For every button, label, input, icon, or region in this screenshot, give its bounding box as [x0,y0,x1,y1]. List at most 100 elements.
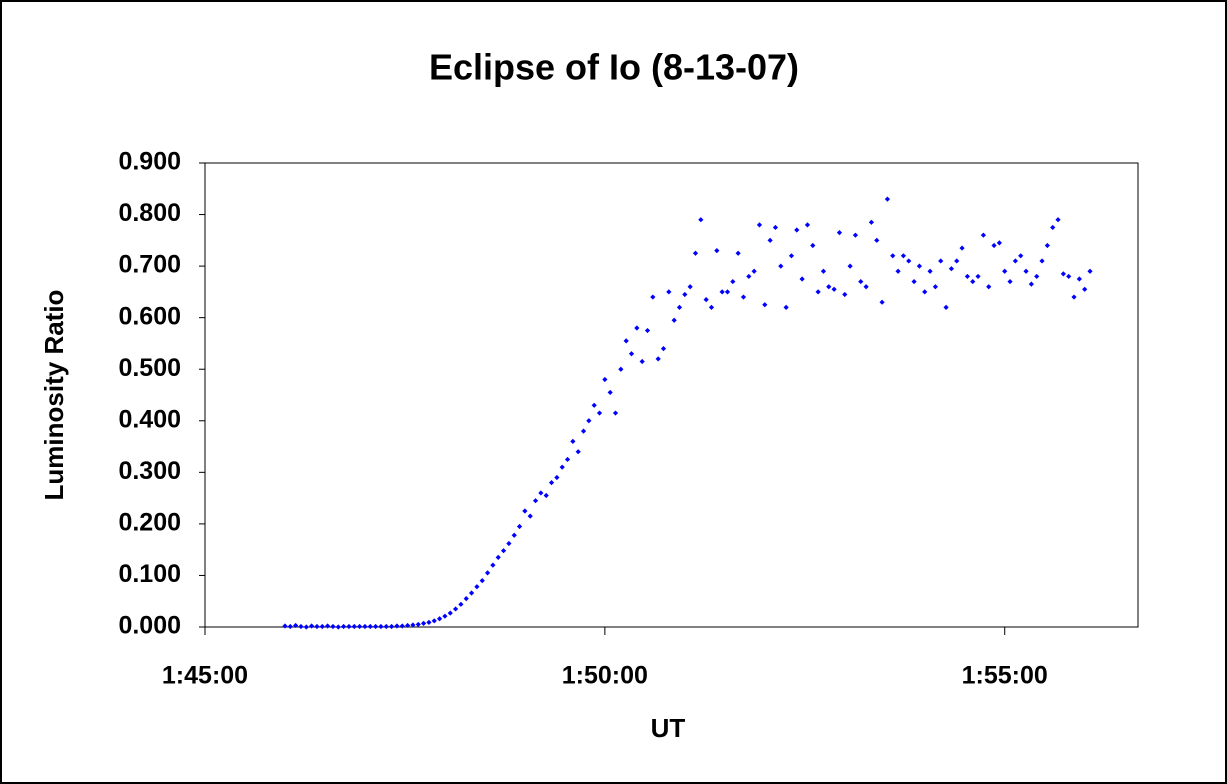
data-point [826,284,832,290]
x-tick-label: 1:50:00 [562,662,648,690]
data-point [436,616,443,622]
data-point [714,248,720,254]
data-point [751,268,757,274]
data-point [516,523,523,530]
data-point [1023,268,1029,274]
data-point [831,286,837,292]
data-point [452,606,459,612]
y-axis-label: Luminosity Ratio [39,290,69,501]
data-point [868,219,875,225]
data-point [458,601,464,607]
x-tick-label: 1:55:00 [962,662,1048,690]
data-point [1028,281,1034,287]
data-point [660,346,667,352]
data-point [964,273,970,280]
y-tick-label: 0.600 [118,302,181,330]
data-point [1034,273,1040,280]
data-point [378,623,384,630]
data-point [623,338,629,344]
data-point [954,258,960,264]
data-point [1071,294,1077,300]
data-point [506,540,512,547]
data-point [932,284,939,290]
data-point [618,366,624,372]
y-tick-label: 0.000 [118,612,181,640]
data-point [804,222,811,228]
data-point [970,278,976,285]
data-point [474,584,480,590]
data-point [943,304,949,310]
data-point [650,294,656,300]
data-point [314,623,320,630]
data-point [842,291,848,298]
data-point [410,622,416,628]
data-point [1055,217,1061,223]
data-point [394,623,400,629]
data-point [991,242,997,249]
data-point [463,596,469,602]
data-point [1076,276,1082,282]
data-point [532,498,539,504]
data-point [580,428,587,434]
data-point [357,623,363,630]
data-point [996,240,1002,246]
y-tick-label: 0.100 [118,560,181,588]
data-point [852,232,859,238]
data-point [1082,286,1088,292]
data-point [570,438,576,444]
data-point [948,266,954,272]
data-point [586,418,592,424]
data-point [399,623,405,629]
data-point [836,230,843,236]
data-point [522,508,528,514]
data-point [692,250,699,256]
data-point [788,253,795,259]
data-point [490,562,496,568]
data-point [319,623,325,630]
data-point [447,610,453,616]
y-tick-label: 0.700 [118,251,181,279]
y-tick-label: 0.300 [118,457,181,485]
data-point [810,242,816,249]
data-point [676,304,683,310]
data-point [1060,271,1066,277]
data-point [890,253,896,259]
data-point [426,619,432,625]
data-point [293,622,299,629]
data-point [548,480,555,486]
data-point [900,253,907,259]
data-point [698,217,704,223]
data-point [431,618,437,624]
data-point [442,613,448,619]
y-tick-label: 0.200 [118,508,181,536]
data-point [916,263,923,269]
y-tick-label: 0.800 [118,199,181,227]
data-point [575,449,581,455]
data-point [671,317,677,323]
data-point [415,621,421,628]
data-point [783,304,789,310]
data-point [591,402,597,408]
data-point [607,389,613,396]
data-point [820,268,827,274]
data-point [687,284,693,290]
data-point [373,623,379,630]
data-point [495,554,501,560]
data-point [906,258,912,264]
data-point [772,224,779,231]
data-point [879,299,885,305]
data-point [639,358,645,365]
data-point [602,376,608,383]
data-point [287,623,293,630]
data-point [756,222,763,228]
data-point [564,456,571,463]
data-point [500,548,507,554]
data-point [644,327,651,334]
data-point [303,624,309,630]
data-point [719,289,725,295]
data-point [927,268,933,274]
data-point [895,268,901,274]
data-point [335,624,341,630]
chart-title: Eclipse of Io (8-13-07) [429,47,799,88]
data-point [559,464,565,470]
